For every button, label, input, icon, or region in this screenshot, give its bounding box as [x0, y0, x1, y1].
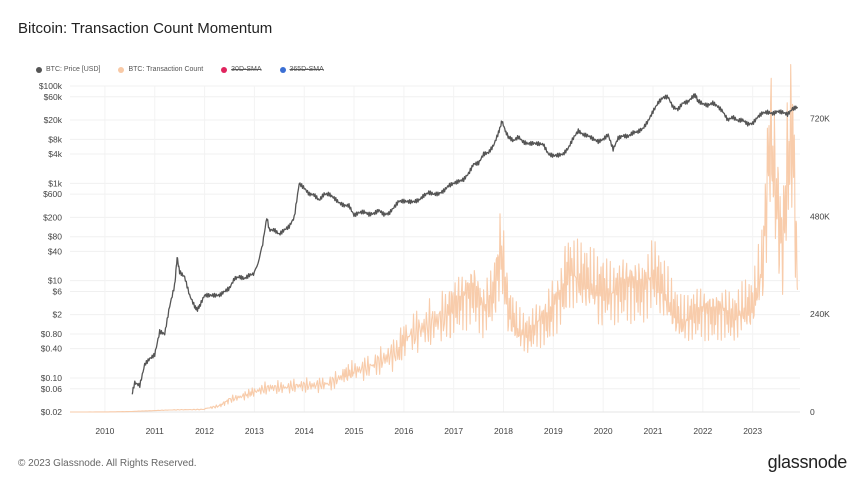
legend-label-price: BTC: Price [USD] [46, 66, 101, 73]
legend-dot-transaction-count [118, 66, 125, 73]
x-tick-label: 2013 [245, 426, 264, 436]
y-left-tick-label: $8k [48, 134, 62, 144]
x-tick-label: 2018 [494, 426, 513, 436]
legend-item-365d-sma[interactable]: 365D-SMA [279, 66, 324, 73]
x-tick-label: 2019 [544, 426, 563, 436]
x-tick-label: 2010 [95, 426, 114, 436]
x-tick-label: 2023 [743, 426, 762, 436]
legend-item-price[interactable]: BTC: Price [USD] [36, 66, 100, 73]
legend-label-30d-sma: 30D-SMA [231, 66, 262, 73]
chart-title: Bitcoin: Transaction Count Momentum [18, 20, 273, 37]
y-left-tick-label: $0.02 [41, 407, 63, 417]
x-tick-label: 2020 [594, 426, 613, 436]
y-left-tick-label: $0.10 [41, 373, 63, 383]
y-right-tick-label: 0 [810, 407, 815, 417]
legend-label-365d-sma: 365D-SMA [289, 66, 324, 73]
y-left-tick-label: $40 [48, 246, 62, 256]
legend-item-transaction-count[interactable]: BTC: Transaction Count [118, 66, 203, 73]
x-tick-label: 2021 [644, 426, 663, 436]
y-left-tick-label: $200 [43, 212, 62, 222]
copyright-text: © 2023 Glassnode. All Rights Reserved. [18, 458, 197, 469]
legend-dot-price [36, 66, 42, 73]
x-tick-label: 2015 [345, 426, 364, 436]
y-left-tick-label: $0.40 [41, 344, 63, 354]
y-right-tick-label: 720K [810, 114, 830, 124]
y-left-tick-label: $4k [48, 149, 62, 159]
x-tick-label: 2022 [693, 426, 712, 436]
y-left-tick-label: $2 [53, 310, 63, 320]
x-tick-label: 2012 [195, 426, 214, 436]
y-left-tick-label: $60k [44, 92, 63, 102]
y-left-tick-label: $1k [48, 178, 62, 188]
y-left-tick-label: $0.06 [41, 384, 63, 394]
x-tick-label: 2017 [444, 426, 463, 436]
legend-dot-365d-sma [279, 66, 286, 73]
legend-label-transaction-count: BTC: Transaction Count [128, 66, 204, 73]
y-left-tick-label: $10 [48, 276, 62, 286]
x-tick-label: 2014 [295, 426, 314, 436]
series-transaction-count-line [70, 64, 799, 413]
legend-dot-30d-sma [221, 66, 228, 73]
glassnode-logo: glassnode [767, 452, 848, 472]
y-left-tick-label: $20k [44, 115, 63, 125]
y-left-tick-label: $6 [53, 286, 63, 296]
legend-item-30d-sma[interactable]: 30D-SMA [221, 66, 262, 73]
y-left-tick-label: $80 [48, 232, 62, 242]
x-tick-label: 2011 [146, 426, 165, 436]
chart-legend: BTC: Price [USD] BTC: Transaction Count … [36, 66, 324, 73]
x-tick-label: 2016 [394, 426, 413, 436]
y-right-tick-label: 480K [810, 211, 830, 221]
y-right-tick-label: 240K [810, 309, 830, 319]
y-left-tick-label: $0.80 [41, 329, 63, 339]
y-left-tick-label: $600 [43, 189, 62, 199]
series-btc-price-line [131, 93, 799, 395]
y-left-tick-label: $100k [39, 81, 63, 91]
